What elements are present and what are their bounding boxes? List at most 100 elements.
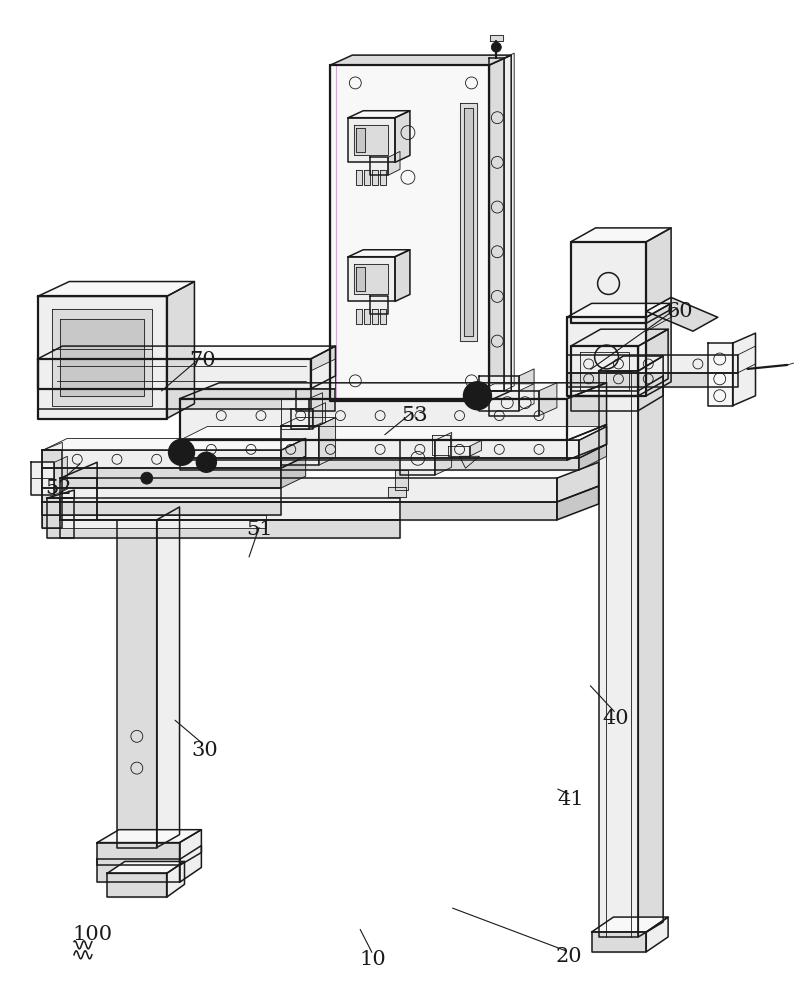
Polygon shape <box>464 108 473 336</box>
Polygon shape <box>448 446 469 456</box>
Polygon shape <box>567 383 607 440</box>
Polygon shape <box>388 151 400 175</box>
Polygon shape <box>48 490 74 498</box>
Polygon shape <box>646 917 668 952</box>
Circle shape <box>196 452 216 472</box>
Polygon shape <box>567 317 646 396</box>
Polygon shape <box>291 409 312 429</box>
Polygon shape <box>480 384 534 391</box>
Text: 60: 60 <box>666 302 693 321</box>
Polygon shape <box>460 456 480 468</box>
Circle shape <box>491 42 501 52</box>
Polygon shape <box>30 462 54 495</box>
Polygon shape <box>53 309 151 406</box>
Polygon shape <box>97 830 202 843</box>
Polygon shape <box>489 391 539 416</box>
Polygon shape <box>646 297 671 331</box>
Polygon shape <box>646 303 671 396</box>
Polygon shape <box>434 432 452 475</box>
Text: 100: 100 <box>73 925 112 944</box>
Polygon shape <box>331 65 489 401</box>
Polygon shape <box>571 228 671 242</box>
Polygon shape <box>480 376 519 411</box>
Polygon shape <box>179 440 567 460</box>
Polygon shape <box>567 373 737 387</box>
Polygon shape <box>179 440 579 458</box>
Polygon shape <box>732 333 756 406</box>
Polygon shape <box>179 846 202 882</box>
Polygon shape <box>505 53 514 391</box>
Text: 10: 10 <box>359 950 387 969</box>
Polygon shape <box>591 917 668 932</box>
Polygon shape <box>42 442 62 450</box>
Polygon shape <box>557 462 599 502</box>
Polygon shape <box>42 450 281 468</box>
Circle shape <box>202 457 211 467</box>
Polygon shape <box>370 296 388 314</box>
Polygon shape <box>42 468 281 488</box>
Polygon shape <box>37 359 311 389</box>
Text: 53: 53 <box>401 406 428 425</box>
Polygon shape <box>489 58 505 391</box>
Text: 52: 52 <box>45 479 72 498</box>
Polygon shape <box>395 111 410 162</box>
Polygon shape <box>312 403 325 429</box>
Polygon shape <box>460 103 477 341</box>
Polygon shape <box>37 282 194 296</box>
Polygon shape <box>638 329 668 396</box>
Polygon shape <box>571 329 668 346</box>
Polygon shape <box>567 355 737 373</box>
Polygon shape <box>281 418 336 426</box>
Polygon shape <box>281 456 306 488</box>
Polygon shape <box>48 498 74 538</box>
Polygon shape <box>356 309 363 324</box>
Polygon shape <box>356 128 365 152</box>
Polygon shape <box>567 425 607 460</box>
Polygon shape <box>319 418 336 465</box>
Polygon shape <box>432 435 450 455</box>
Polygon shape <box>364 309 370 324</box>
Text: 40: 40 <box>603 709 630 728</box>
Text: 20: 20 <box>556 947 582 966</box>
Polygon shape <box>348 111 410 118</box>
Polygon shape <box>599 371 638 937</box>
Polygon shape <box>599 356 663 371</box>
Circle shape <box>175 445 188 459</box>
Polygon shape <box>388 487 406 497</box>
Text: 41: 41 <box>558 790 584 809</box>
Polygon shape <box>380 170 386 185</box>
Polygon shape <box>42 438 306 450</box>
Polygon shape <box>708 343 732 406</box>
Polygon shape <box>157 507 179 848</box>
Polygon shape <box>167 282 194 419</box>
Polygon shape <box>42 515 266 528</box>
Polygon shape <box>61 520 400 538</box>
Polygon shape <box>179 399 567 440</box>
Polygon shape <box>364 170 370 185</box>
Text: 51: 51 <box>247 520 273 539</box>
Circle shape <box>169 439 194 465</box>
Polygon shape <box>311 346 336 389</box>
Polygon shape <box>638 376 663 411</box>
Polygon shape <box>372 170 378 185</box>
Polygon shape <box>61 498 400 520</box>
Polygon shape <box>179 383 607 399</box>
Circle shape <box>469 388 485 404</box>
Polygon shape <box>37 346 336 359</box>
Polygon shape <box>591 932 646 952</box>
Polygon shape <box>489 55 511 401</box>
Polygon shape <box>97 843 179 865</box>
Polygon shape <box>167 861 184 897</box>
Polygon shape <box>37 389 311 409</box>
Circle shape <box>464 382 491 410</box>
Polygon shape <box>179 830 202 865</box>
Polygon shape <box>311 359 336 389</box>
Polygon shape <box>400 440 434 475</box>
Polygon shape <box>579 444 607 470</box>
Polygon shape <box>97 502 557 520</box>
Polygon shape <box>281 426 319 465</box>
Polygon shape <box>372 309 378 324</box>
Polygon shape <box>61 462 97 478</box>
Polygon shape <box>117 520 157 848</box>
Polygon shape <box>331 55 511 65</box>
